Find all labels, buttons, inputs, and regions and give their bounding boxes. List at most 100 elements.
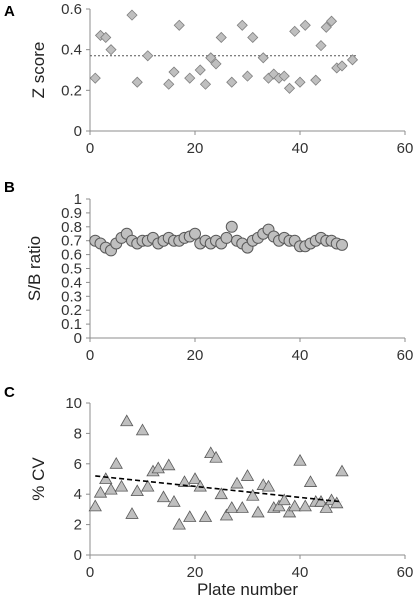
panel-c-data-point xyxy=(109,456,123,469)
panel-c-data-point xyxy=(162,458,176,471)
panel-a-data-point xyxy=(310,74,322,86)
panel-a-data-point xyxy=(184,72,196,84)
panel-b-y-tick-label: 0.7 xyxy=(61,233,82,250)
panel-c-data-point xyxy=(114,479,129,492)
panel-b-label: B xyxy=(4,179,15,196)
panel-c-data-point xyxy=(125,507,139,519)
panel-b-data-point xyxy=(189,227,201,240)
panel-a-y-tick-label: 0.4 xyxy=(61,42,82,59)
panel-a-data-point xyxy=(199,78,212,90)
panel-c-data-point xyxy=(135,423,150,436)
panel-a-data-point xyxy=(294,76,306,88)
panel-c-data-point xyxy=(319,501,333,513)
panel-a-data-point xyxy=(257,52,269,64)
panel-c-x-axis-label: Plate number xyxy=(197,580,298,599)
panel-a-data-point xyxy=(247,31,259,44)
panel-c-data-point xyxy=(177,475,192,487)
panel-a-y-tick-label: 0.6 xyxy=(61,1,82,18)
panel-a-y-tick-label: 0 xyxy=(74,123,82,140)
panel-a-data-point xyxy=(89,72,101,84)
panel-b-y-tick-label: 0.9 xyxy=(61,205,82,222)
panel-a-data-point xyxy=(283,82,296,94)
panel-a-data-point xyxy=(241,70,254,82)
panel-c-data-point xyxy=(240,469,255,481)
panel-c-trendline xyxy=(95,475,343,503)
panel-c-y-axis-label: % CV xyxy=(29,457,48,501)
panel-c-data-point xyxy=(130,484,144,497)
panel-b-y-tick-label: 0 xyxy=(74,330,82,347)
panel-b-y-tick-label: 0.5 xyxy=(61,261,82,278)
panel-c-data-point xyxy=(188,472,202,484)
panel-c-data-point xyxy=(314,494,328,507)
panel-b-y-tick-label: 0.8 xyxy=(61,219,82,236)
panel-a-x-tick-label: 0 xyxy=(86,140,94,157)
panel-c-data-point xyxy=(330,496,344,509)
panel-a-data-point xyxy=(142,50,154,62)
panel-b-x-tick-label: 20 xyxy=(187,347,204,364)
panel-a-data-point xyxy=(205,52,217,64)
panel-c-data-point xyxy=(183,510,197,522)
panel-a-label: A xyxy=(4,3,15,20)
panel-a-data-point xyxy=(299,19,311,31)
panel-a-data-point xyxy=(105,44,117,56)
panel-c-x-tick-label: 60 xyxy=(397,564,414,581)
panel-c-data-point xyxy=(288,499,302,512)
panel-b-y-tick-label: 0.3 xyxy=(61,288,82,305)
panel-c-data-point xyxy=(246,488,260,501)
panel-a-x-tick-label: 40 xyxy=(292,140,309,157)
panel-c-y-tick-label: 0 xyxy=(74,547,82,564)
panel-c-data-point xyxy=(99,472,113,484)
panel-a-data-point xyxy=(315,40,327,52)
panel-a-data-point xyxy=(289,25,301,37)
panel-b-x-tick-label: 40 xyxy=(292,347,309,364)
panel-b-x-tick-label: 60 xyxy=(397,347,414,364)
panel-a-data-point xyxy=(194,64,206,76)
panel-a-x-tick-label: 20 xyxy=(187,140,204,157)
panel-c-y-tick-label: 8 xyxy=(74,425,82,442)
panel-c-data-point xyxy=(293,453,307,466)
panel-b-y-tick-label: 1 xyxy=(74,191,82,208)
panel-c-data-point xyxy=(335,464,349,477)
panel-c-data-point xyxy=(198,510,213,522)
panel-c-data-point xyxy=(120,414,134,427)
panel-c-data-point xyxy=(251,505,265,518)
panel-b-y-tick-label: 0.1 xyxy=(61,316,82,333)
panel-c-y-tick-label: 6 xyxy=(74,456,82,473)
panel-b-y-tick-label: 0.4 xyxy=(61,274,82,291)
panel-c-data-point xyxy=(230,476,244,489)
panel-a-y-axis-label: Z score xyxy=(29,42,48,99)
panel-b-data-point xyxy=(225,220,238,233)
panel-c-data-point xyxy=(272,499,286,512)
panel-c-data-point xyxy=(193,479,207,492)
panel-a-x-tick-label: 60 xyxy=(397,140,414,157)
panel-b-y-tick-label: 0.6 xyxy=(61,247,82,264)
panel-c-y-tick-label: 2 xyxy=(74,517,82,534)
panel-c-y-tick-label: 4 xyxy=(74,486,82,503)
panel-c-y-tick-label: 10 xyxy=(65,395,82,412)
panel-c-data-point xyxy=(88,499,102,512)
panel-a-data-point xyxy=(210,58,222,70)
panel-c-data-point xyxy=(151,461,165,474)
panel-b-y-tick-label: 0.2 xyxy=(61,302,82,319)
panel-b-y-axis-label: S/B ratio xyxy=(25,236,44,301)
panel-a-data-point xyxy=(215,31,227,44)
panel-c-data-point xyxy=(303,475,318,487)
panel-a-chart: A Z score 0 0.2 0.4 0.6 0 20 40 60 xyxy=(4,1,413,157)
panel-a-data-point xyxy=(278,70,290,82)
panel-c-data-point xyxy=(261,479,276,492)
panel-b-chart: B S/B ratio 00.10.20.30.40.50.60.70.80.9… xyxy=(4,179,413,364)
panel-a-data-point xyxy=(236,19,248,31)
panel-a-data-point xyxy=(131,76,143,88)
panel-c-data-point xyxy=(104,482,118,495)
panel-c-label: C xyxy=(4,384,15,401)
panel-a-data-point xyxy=(163,78,175,90)
panel-a-data-point xyxy=(100,31,112,44)
panel-b-data-point xyxy=(336,238,348,251)
panel-a-data-point xyxy=(226,76,238,88)
panel-a-data-point xyxy=(320,21,332,33)
panel-c-data-point xyxy=(235,501,249,513)
panel-c-data-point xyxy=(214,487,228,500)
panel-c-data-point xyxy=(167,494,181,507)
panel-c-x-tick-label: 20 xyxy=(187,564,204,581)
